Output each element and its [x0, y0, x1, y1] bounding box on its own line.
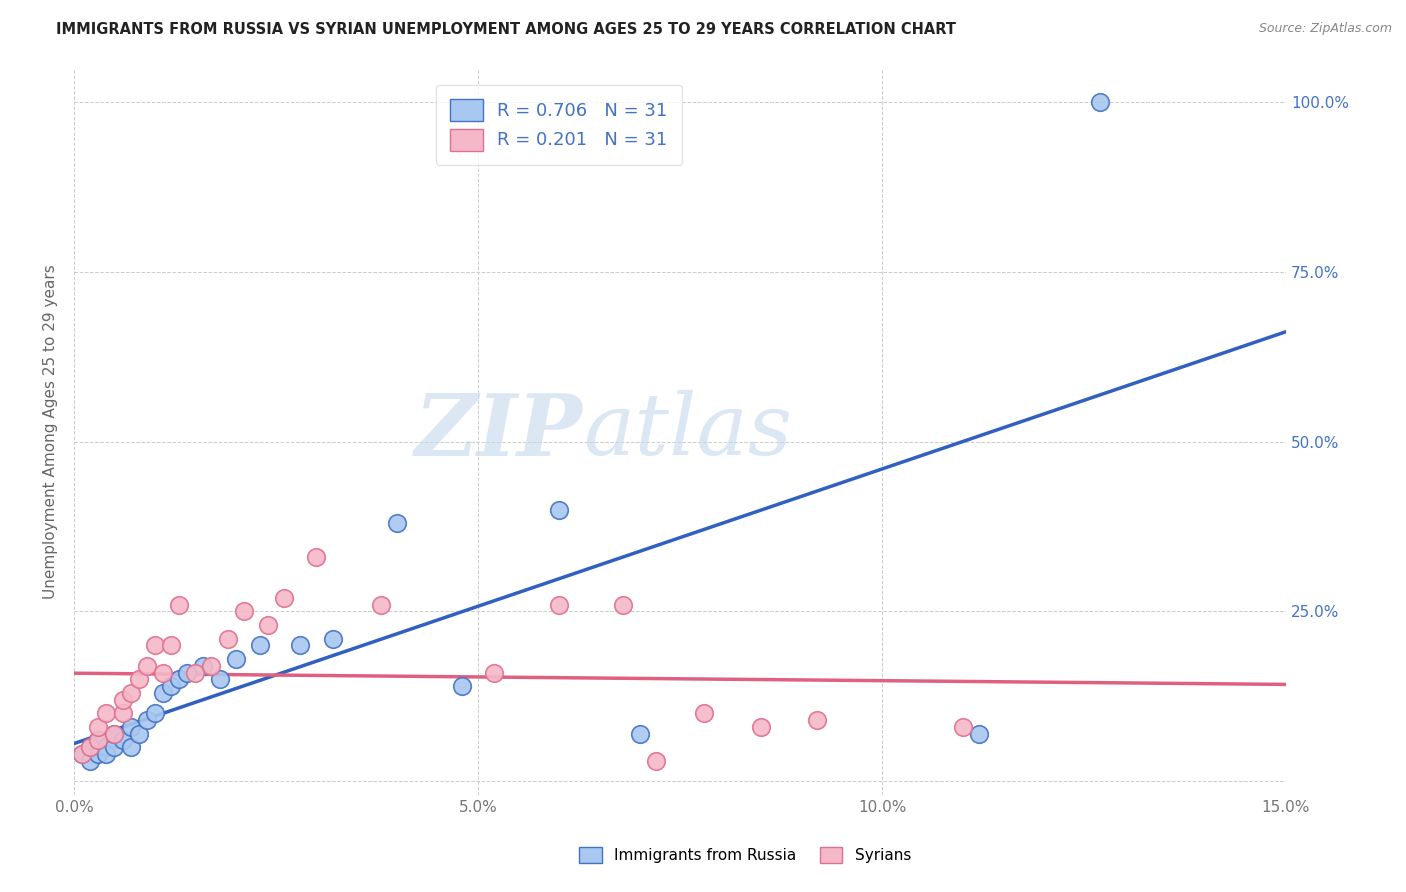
Point	[225, 652, 247, 666]
Point	[79, 754, 101, 768]
Point	[87, 733, 110, 747]
Point	[628, 726, 651, 740]
Text: ZIP: ZIP	[415, 390, 583, 474]
Point	[193, 658, 215, 673]
Point	[749, 720, 772, 734]
Point	[806, 713, 828, 727]
Point	[70, 747, 93, 761]
Point	[70, 747, 93, 761]
Point	[96, 740, 118, 755]
Legend: Immigrants from Russia, Syrians: Immigrants from Russia, Syrians	[572, 839, 918, 871]
Point	[176, 665, 198, 680]
Point	[693, 706, 716, 721]
Point	[111, 692, 134, 706]
Point	[322, 632, 344, 646]
Point	[79, 740, 101, 755]
Point	[249, 639, 271, 653]
Point	[87, 720, 110, 734]
Point	[387, 516, 409, 531]
Point	[273, 591, 295, 605]
Point	[120, 720, 142, 734]
Point	[160, 639, 183, 653]
Point	[103, 740, 125, 755]
Text: Source: ZipAtlas.com: Source: ZipAtlas.com	[1258, 22, 1392, 36]
Point	[135, 713, 157, 727]
Point	[232, 604, 254, 618]
Point	[103, 726, 125, 740]
Point	[612, 598, 634, 612]
Point	[143, 706, 166, 721]
Point	[111, 733, 134, 747]
Point	[370, 598, 392, 612]
Text: IMMIGRANTS FROM RUSSIA VS SYRIAN UNEMPLOYMENT AMONG AGES 25 TO 29 YEARS CORRELAT: IMMIGRANTS FROM RUSSIA VS SYRIAN UNEMPLO…	[56, 22, 956, 37]
Point	[152, 686, 174, 700]
Point	[128, 726, 150, 740]
Point	[482, 665, 505, 680]
Point	[217, 632, 239, 646]
Point	[167, 673, 190, 687]
Point	[451, 679, 474, 693]
Point	[79, 740, 101, 755]
Point	[952, 720, 974, 734]
Point	[208, 673, 231, 687]
Point	[644, 754, 666, 768]
Point	[305, 550, 328, 565]
Point	[152, 665, 174, 680]
Point	[1088, 95, 1111, 110]
Point	[96, 706, 118, 721]
Point	[96, 747, 118, 761]
Y-axis label: Unemployment Among Ages 25 to 29 years: Unemployment Among Ages 25 to 29 years	[44, 264, 58, 599]
Point	[547, 502, 569, 516]
Point	[200, 658, 222, 673]
Point	[184, 665, 207, 680]
Point	[120, 686, 142, 700]
Point	[167, 598, 190, 612]
Text: atlas: atlas	[583, 391, 792, 473]
Point	[103, 726, 125, 740]
Point	[290, 639, 312, 653]
Point	[257, 618, 280, 632]
Point	[87, 733, 110, 747]
Point	[111, 706, 134, 721]
Point	[160, 679, 183, 693]
Point	[128, 673, 150, 687]
Legend: R = 0.706   N = 31, R = 0.201   N = 31: R = 0.706 N = 31, R = 0.201 N = 31	[436, 85, 682, 165]
Point	[120, 740, 142, 755]
Point	[547, 598, 569, 612]
Point	[967, 726, 990, 740]
Point	[143, 639, 166, 653]
Point	[87, 747, 110, 761]
Point	[135, 658, 157, 673]
